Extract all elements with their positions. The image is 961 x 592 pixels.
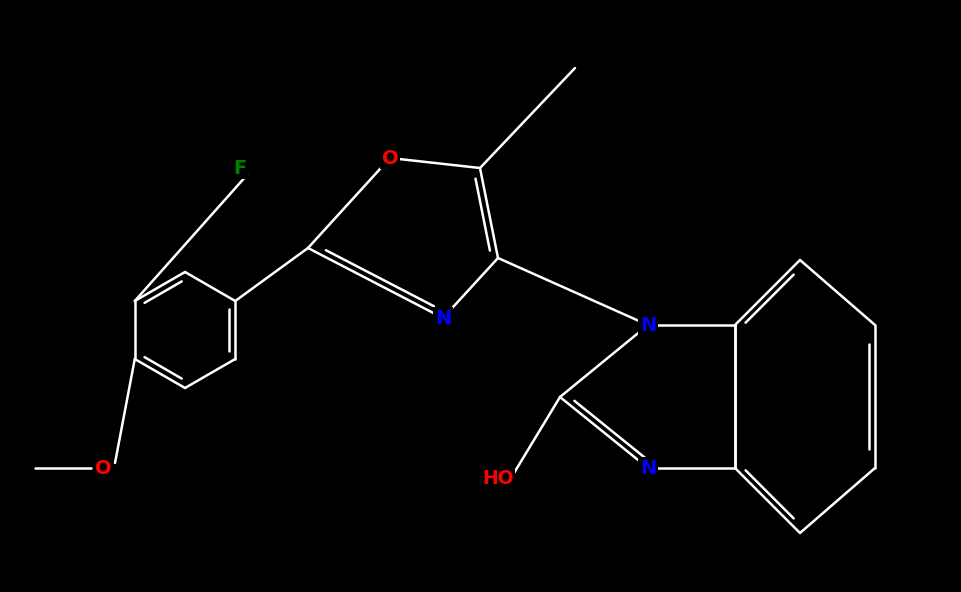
Text: N: N [640,316,656,334]
Text: F: F [234,159,247,178]
Text: O: O [382,149,398,168]
Text: O: O [95,458,111,478]
Text: HO: HO [482,468,514,487]
Text: N: N [640,458,656,478]
Text: N: N [435,308,451,327]
